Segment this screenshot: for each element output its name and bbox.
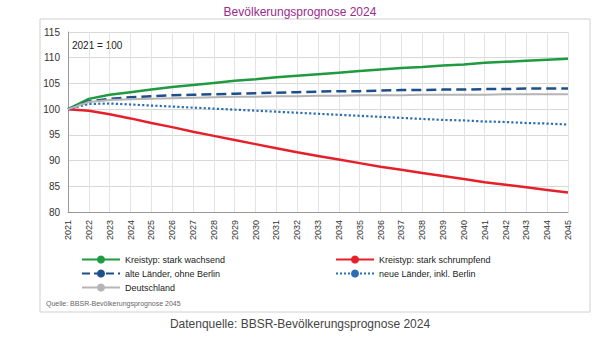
svg-text:2044: 2044: [542, 220, 552, 240]
svg-text:2033: 2033: [313, 220, 323, 240]
svg-text:2035: 2035: [355, 220, 365, 240]
svg-text:90: 90: [49, 155, 61, 166]
svg-text:80: 80: [49, 207, 61, 218]
svg-text:neue Länder, inkl. Berlin: neue Länder, inkl. Berlin: [379, 269, 476, 279]
svg-text:2045: 2045: [563, 220, 573, 240]
svg-text:alte Länder, ohne Berlin: alte Länder, ohne Berlin: [125, 269, 220, 279]
svg-text:2039: 2039: [438, 220, 448, 240]
svg-text:Quelle: BBSR-Bevölkerungsprogn: Quelle: BBSR-Bevölkerungsprognose 2045: [46, 300, 181, 308]
svg-text:2031: 2031: [271, 220, 281, 240]
svg-text:105: 105: [43, 78, 60, 89]
svg-text:Kreistyp: stark wachsend: Kreistyp: stark wachsend: [125, 255, 225, 265]
svg-text:100: 100: [43, 104, 60, 115]
svg-text:2032: 2032: [292, 220, 302, 240]
svg-text:2041: 2041: [480, 220, 490, 240]
svg-text:85: 85: [49, 181, 61, 192]
svg-text:Kreistyp: stark schrumpfend: Kreistyp: stark schrumpfend: [379, 255, 491, 265]
svg-text:2036: 2036: [376, 220, 386, 240]
svg-text:2037: 2037: [396, 220, 406, 240]
svg-text:95: 95: [49, 129, 61, 140]
svg-text:Datenquelle: BBSR-Bevölkerungs: Datenquelle: BBSR-Bevölkerungsprognose 2…: [170, 317, 430, 331]
svg-text:115: 115: [44, 27, 60, 38]
svg-text:2025: 2025: [146, 220, 156, 240]
svg-text:2021: 2021: [63, 220, 73, 240]
svg-text:2034: 2034: [334, 220, 344, 240]
svg-text:2024: 2024: [126, 220, 136, 240]
svg-text:2038: 2038: [417, 220, 427, 240]
svg-text:2029: 2029: [230, 220, 240, 240]
svg-text:2026: 2026: [167, 220, 177, 240]
svg-text:2022: 2022: [84, 220, 94, 240]
svg-text:2023: 2023: [105, 220, 115, 240]
svg-text:Deutschland: Deutschland: [125, 283, 175, 293]
svg-text:2028: 2028: [209, 220, 219, 240]
svg-text:2042: 2042: [501, 220, 511, 240]
svg-text:2030: 2030: [251, 220, 261, 240]
svg-text:2040: 2040: [459, 220, 469, 240]
svg-text:110: 110: [44, 52, 60, 63]
svg-text:2043: 2043: [521, 220, 531, 240]
svg-text:2021 = 100: 2021 = 100: [72, 40, 123, 51]
svg-text:2027: 2027: [188, 220, 198, 240]
svg-text:Bevölkerungsprognose 2024: Bevölkerungsprognose 2024: [224, 5, 377, 19]
